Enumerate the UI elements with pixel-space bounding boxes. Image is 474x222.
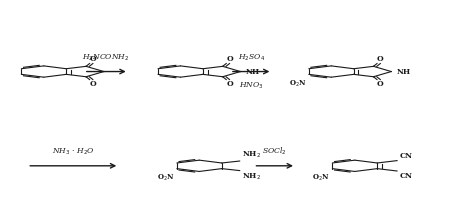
Text: H$_2$NCONH$_2$: H$_2$NCONH$_2$ <box>82 52 130 63</box>
Text: O: O <box>226 55 233 63</box>
Text: O: O <box>90 80 96 88</box>
Text: O$_2$N: O$_2$N <box>312 173 330 183</box>
Text: NH$_3$ $\cdot$ H$_2$O: NH$_3$ $\cdot$ H$_2$O <box>52 147 95 157</box>
Text: SOCl$_2$: SOCl$_2$ <box>262 146 287 157</box>
Text: NH: NH <box>246 67 260 75</box>
Text: CN: CN <box>400 172 412 180</box>
Text: O: O <box>377 80 383 88</box>
Text: HNO$_3$: HNO$_3$ <box>239 80 264 91</box>
Text: O: O <box>90 55 96 63</box>
Text: CN: CN <box>400 152 412 160</box>
Text: H$_2$SO$_4$: H$_2$SO$_4$ <box>237 52 264 63</box>
Text: O: O <box>226 80 233 88</box>
Text: O: O <box>377 55 383 63</box>
Text: NH$_2$: NH$_2$ <box>242 172 261 182</box>
Text: O$_2$N: O$_2$N <box>157 173 174 183</box>
Text: NH: NH <box>397 67 411 75</box>
Text: O$_2$N: O$_2$N <box>289 78 307 89</box>
Text: NH$_2$: NH$_2$ <box>242 149 261 160</box>
